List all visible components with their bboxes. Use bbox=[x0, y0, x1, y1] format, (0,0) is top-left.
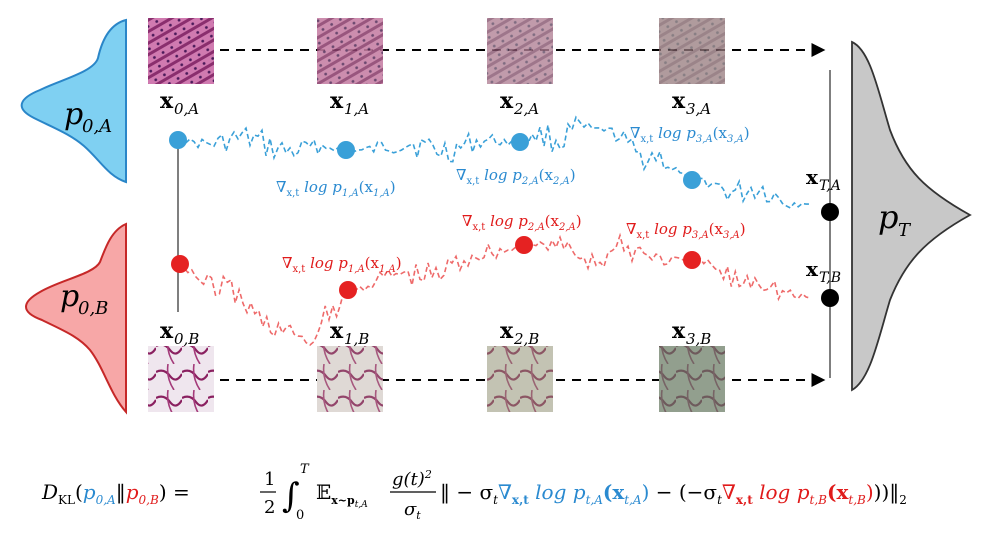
svg-text:0: 0 bbox=[296, 508, 304, 523]
point-x0a bbox=[169, 131, 187, 149]
trajectory-b bbox=[179, 232, 811, 346]
svg-text:1: 1 bbox=[264, 469, 275, 490]
label-x0b: x 0,B bbox=[160, 318, 199, 348]
p0b-label: p 0,B bbox=[60, 279, 108, 319]
image-x0a bbox=[148, 18, 214, 84]
svg-text:x: x bbox=[806, 165, 819, 189]
pt-density bbox=[851, 40, 972, 392]
point-x0b bbox=[171, 255, 189, 273]
svg-text:x: x bbox=[160, 318, 174, 344]
score-label-b3: ∇x,t log p3,A(x3,A) bbox=[626, 220, 746, 241]
point-x3a bbox=[683, 171, 701, 189]
svg-text:𝔼x~pt,A: 𝔼x~pt,A bbox=[316, 480, 368, 510]
score-label-a3: ∇x,t log p3,A(x3,A) bbox=[630, 124, 750, 145]
svg-text:∫: ∫ bbox=[282, 476, 300, 516]
svg-text:T,A: T,A bbox=[819, 178, 841, 194]
svg-text:x: x bbox=[500, 88, 514, 114]
point-x2b bbox=[515, 236, 533, 254]
pt-label: p T bbox=[878, 198, 912, 241]
label-x3b: x 3,B bbox=[672, 318, 711, 348]
score-label-a1: ∇x,t log p1,A(x1,A) bbox=[276, 178, 396, 199]
svg-text:0,B: 0,B bbox=[174, 330, 199, 348]
svg-text:2,A: 2,A bbox=[513, 100, 539, 118]
score-label-b2: ∇x,t log p2,A(x2,A) bbox=[462, 212, 582, 233]
point-x2a bbox=[511, 133, 529, 151]
image-x0b bbox=[148, 346, 214, 412]
svg-text:x: x bbox=[330, 318, 344, 344]
svg-text:x: x bbox=[672, 318, 686, 344]
pt-base: p bbox=[878, 198, 898, 236]
score-label-b1: ∇x,t log p1,A(x1,A) bbox=[282, 254, 402, 275]
p0a-density bbox=[20, 18, 127, 184]
svg-text:3,A: 3,A bbox=[686, 100, 711, 118]
svg-text:1,A: 1,A bbox=[344, 100, 369, 118]
svg-text:x: x bbox=[672, 88, 686, 114]
label-x2a: x 2,A bbox=[500, 88, 539, 118]
p0a-base: p bbox=[64, 97, 83, 132]
point-x1a bbox=[337, 141, 355, 159]
image-x1a bbox=[317, 18, 383, 84]
image-x2a bbox=[487, 18, 553, 84]
label-x0a: x 0,A bbox=[160, 88, 199, 118]
label-xTB: x T,B bbox=[806, 257, 841, 286]
svg-text:x: x bbox=[160, 88, 174, 114]
svg-text:∇x,t log p3,A(x3,A): ∇x,t log p3,A(x3,A) bbox=[630, 124, 750, 145]
score-label-a2: ∇x,t log p2,A(x2,A) bbox=[456, 166, 576, 187]
image-x2b bbox=[487, 346, 553, 412]
svg-text:∇x,t log p2,A(x2,A): ∇x,t log p2,A(x2,A) bbox=[456, 166, 576, 187]
p0b-density bbox=[25, 222, 127, 415]
svg-text:3,B: 3,B bbox=[686, 330, 711, 348]
svg-text:∇x,t log p3,A(x3,A): ∇x,t log p3,A(x3,A) bbox=[626, 220, 746, 241]
label-x3a: x 3,A bbox=[672, 88, 711, 118]
label-xTA: x T,A bbox=[806, 165, 841, 194]
svg-text:T: T bbox=[300, 462, 310, 477]
point-xTA bbox=[821, 203, 839, 221]
pt-sub: T bbox=[898, 220, 912, 241]
svg-text:x: x bbox=[806, 257, 819, 281]
svg-text:2: 2 bbox=[264, 497, 275, 518]
svg-text:T,B: T,B bbox=[819, 270, 841, 286]
p0a-sub: 0,A bbox=[82, 116, 112, 137]
svg-text:x: x bbox=[330, 88, 344, 114]
svg-text:g(t)2: g(t)2 bbox=[392, 468, 432, 490]
svg-text:∇x,t log p2,A(x2,A): ∇x,t log p2,A(x2,A) bbox=[462, 212, 582, 233]
svg-text:∇x,t log p1,A(x1,A): ∇x,t log p1,A(x1,A) bbox=[276, 178, 396, 199]
svg-text:∇x,t log p1,A(x1,A): ∇x,t log p1,A(x1,A) bbox=[282, 254, 402, 275]
p0b-base: p bbox=[60, 279, 79, 314]
svg-text:DKL(p0,A‖p0,B) =: DKL(p0,A‖p0,B) = bbox=[41, 480, 190, 507]
p0a-label: p 0,A bbox=[64, 97, 112, 137]
point-x3b bbox=[683, 251, 701, 269]
svg-text:0,A: 0,A bbox=[174, 100, 199, 118]
kl-equation: DKL(p0,A‖p0,B) = 1 2 ∫ T 0 𝔼x~pt,A g(t)2… bbox=[41, 462, 907, 523]
diagram-canvas: p 0,A p 0,B p T x 0,A x 1,A x 2,A bbox=[20, 18, 972, 415]
trajectory-a bbox=[177, 115, 811, 209]
label-x1a: x 1,A bbox=[330, 88, 369, 118]
point-x1b bbox=[339, 281, 357, 299]
svg-text:x: x bbox=[500, 318, 514, 344]
p0b-sub: 0,B bbox=[78, 298, 108, 319]
svg-text:1,B: 1,B bbox=[344, 330, 369, 348]
svg-text:‖ − σt∇x,t log pt,A(xt,A) − (−: ‖ − σt∇x,t log pt,A(xt,A) − (−σt∇x,t log… bbox=[440, 480, 907, 507]
point-xTB bbox=[821, 289, 839, 307]
image-x1b bbox=[317, 346, 383, 412]
label-x2b: x 2,B bbox=[500, 318, 539, 348]
image-x3a bbox=[659, 18, 725, 84]
svg-text:σt: σt bbox=[404, 499, 421, 522]
svg-text:2,B: 2,B bbox=[513, 330, 539, 348]
label-x1b: x 1,B bbox=[330, 318, 369, 348]
